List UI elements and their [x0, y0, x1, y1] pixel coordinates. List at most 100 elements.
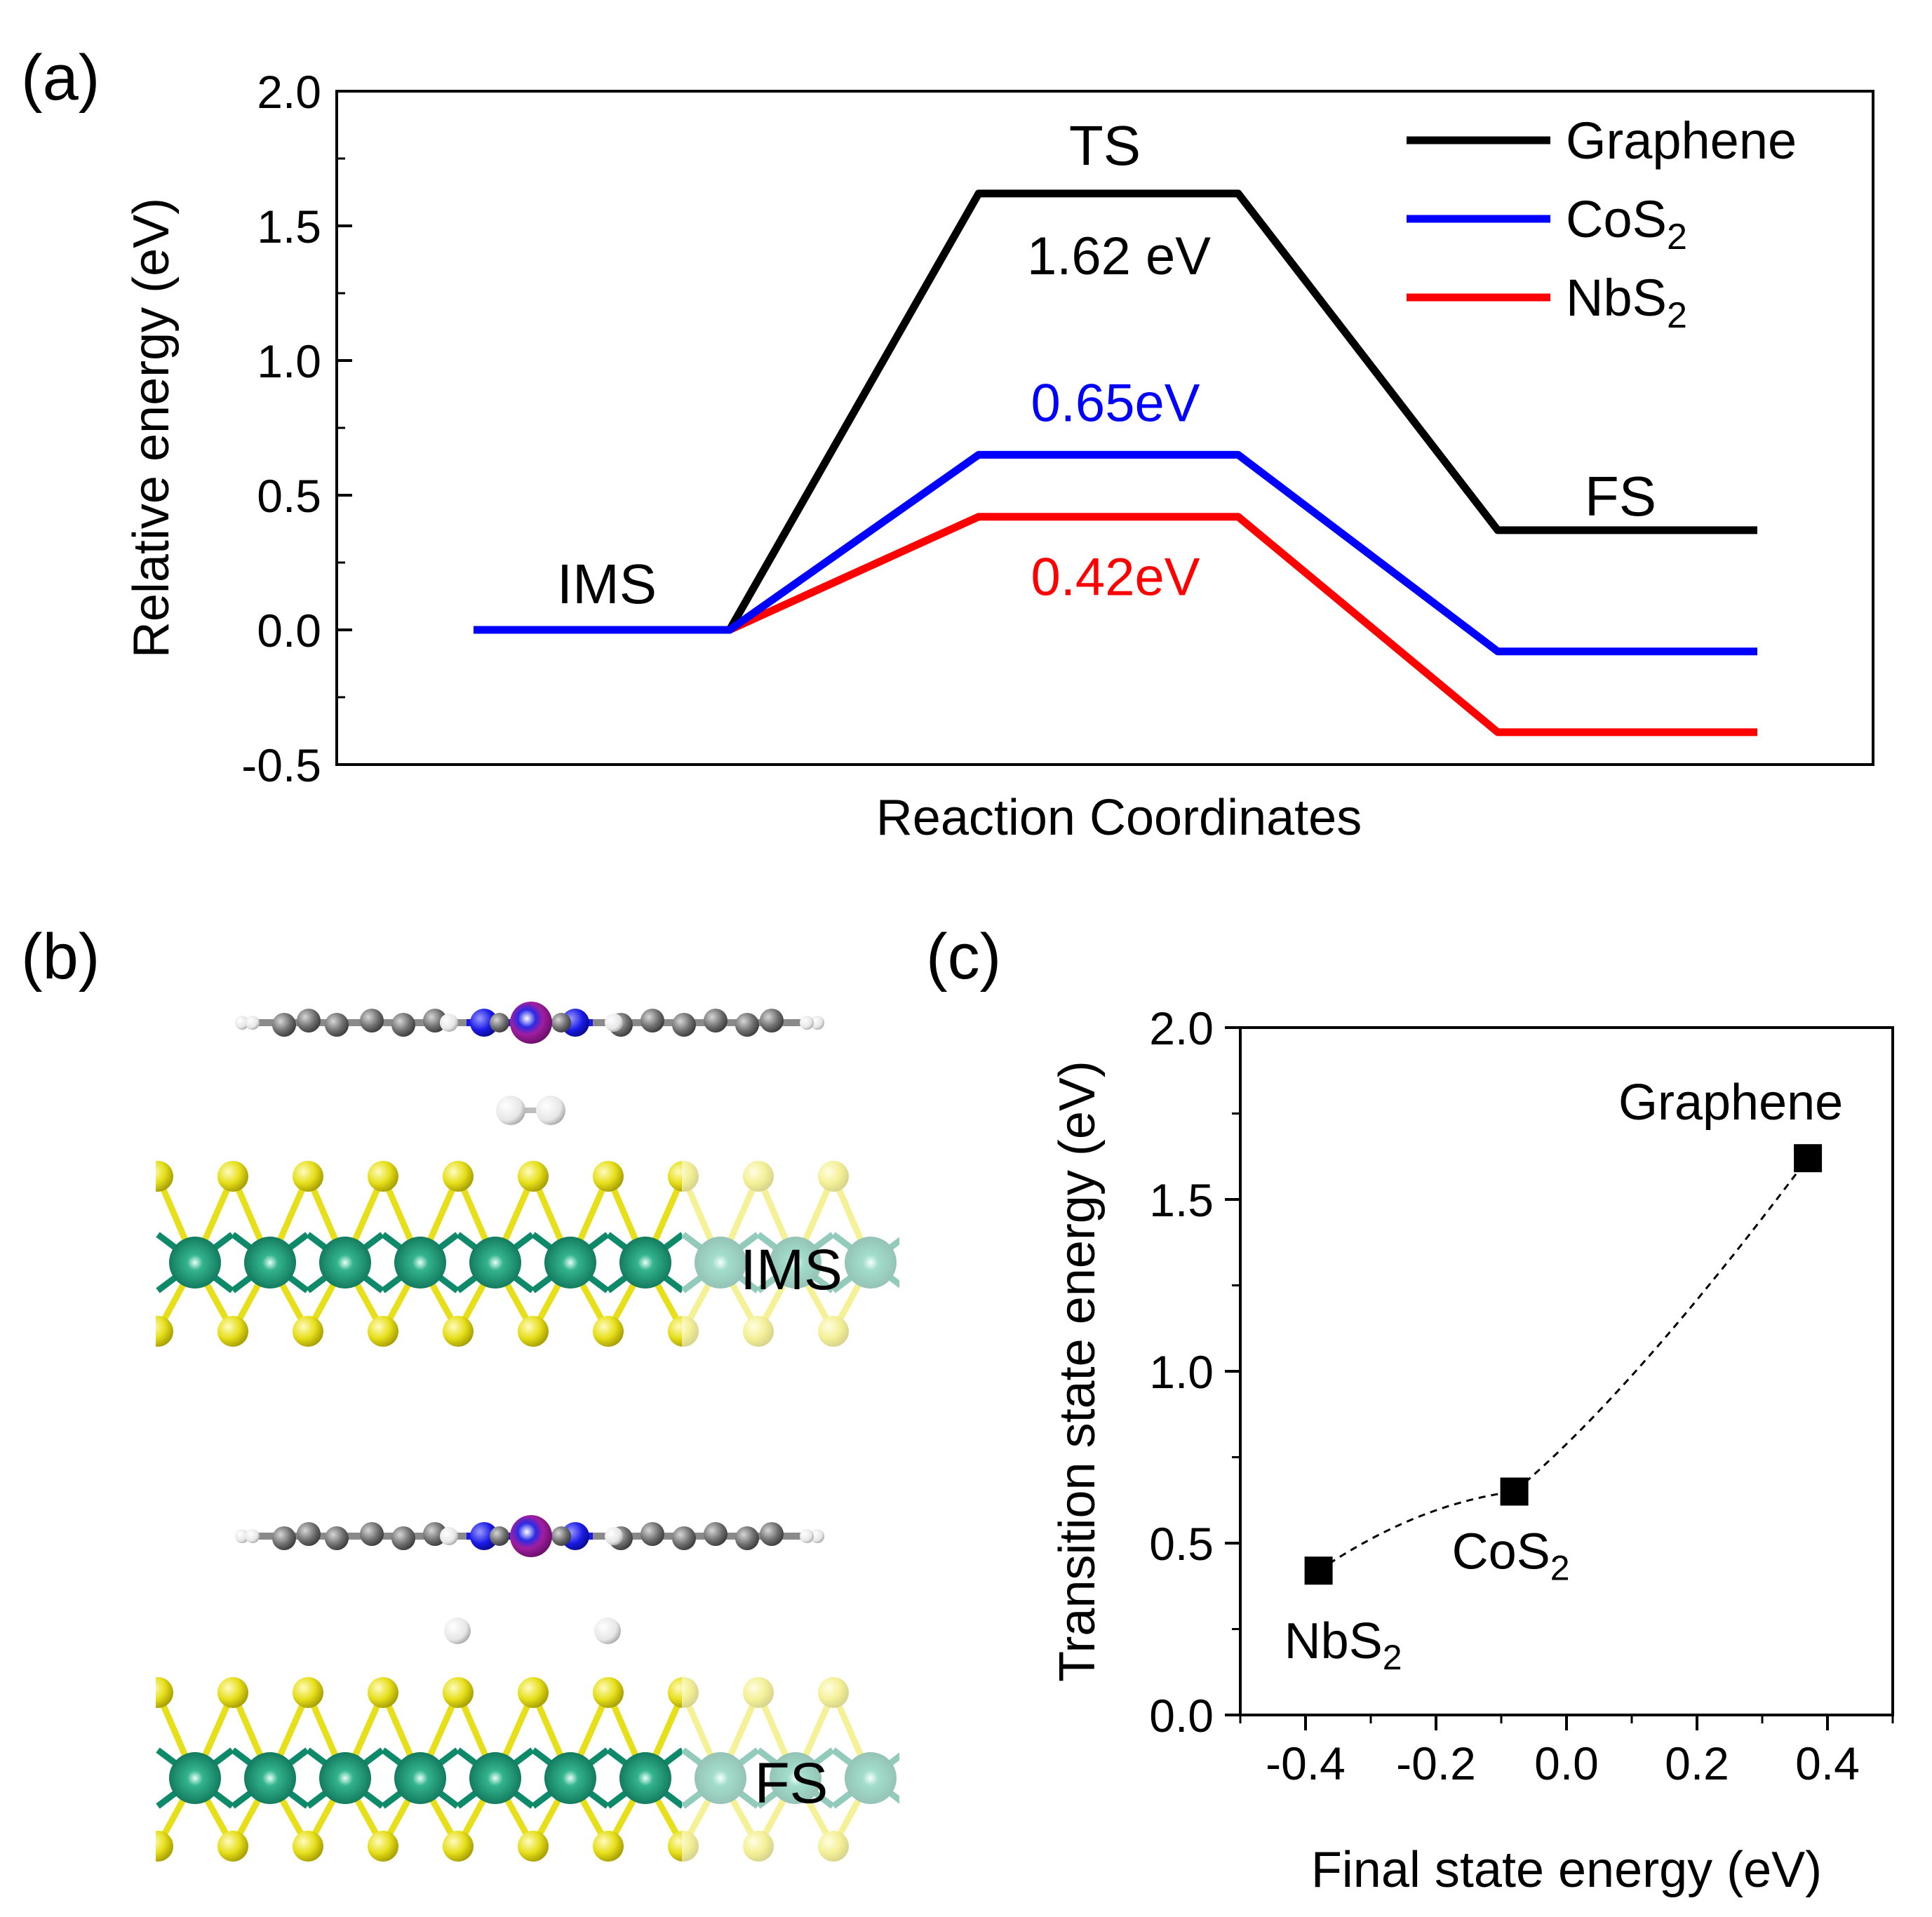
sulfur-atom	[368, 1161, 398, 1192]
y-tick-label-a: 1.5	[257, 201, 321, 253]
nitrogen-atom	[470, 1522, 498, 1550]
stage-label-ims: IMS	[557, 553, 657, 615]
ms2-slab	[156, 1666, 899, 1862]
carbon-atom	[272, 1526, 296, 1550]
sulfur-atom	[293, 1161, 323, 1192]
metal-atom	[619, 1752, 671, 1804]
carbon-atom	[640, 1522, 664, 1546]
metal-atom	[544, 1237, 596, 1289]
sulfur-atom	[293, 1316, 323, 1347]
legend-label-cos2: CoS2	[1566, 190, 1687, 257]
hydrogen-atom	[440, 1014, 458, 1032]
sulfur-atom	[443, 1831, 474, 1862]
x-tick-label-c: 0.2	[1665, 1737, 1729, 1789]
carbon-atom	[325, 1013, 349, 1037]
metal-atom	[544, 1752, 596, 1804]
hydrogen-atom	[496, 1096, 525, 1125]
carbon-atom	[297, 1522, 321, 1546]
carbon-atom	[760, 1009, 784, 1033]
point-labels: NbS2 CoS2 Graphene	[1284, 1075, 1844, 1677]
metal-atom	[619, 1237, 671, 1289]
axes-c: -0.4 -0.2 0.0 0.2 0.4 0.0 0.5 1.0 1.5 2.0	[1149, 1002, 1894, 1789]
hydrogen-atom	[235, 1016, 249, 1030]
sulfur-atom	[518, 1161, 549, 1192]
sulfur-atom	[443, 1677, 474, 1708]
y-axis-label-a: Relative energy (eV)	[123, 198, 180, 658]
barrier-labels: 1.62 eV 0.65eV 0.42eV	[1027, 227, 1211, 607]
carbon-atom	[325, 1526, 349, 1550]
carbon-atom	[360, 1522, 384, 1546]
barrier-label-cos2: 0.65eV	[1031, 373, 1200, 433]
sulfur-atom	[217, 1316, 248, 1347]
x-tick-label-c: -0.2	[1396, 1737, 1476, 1789]
metal-atom	[469, 1237, 521, 1289]
atomic-structures	[156, 1002, 899, 1862]
metal-atom	[244, 1752, 296, 1804]
hydrogen-atom	[810, 1529, 824, 1543]
barrier-label-nbs2: 0.42eV	[1031, 548, 1200, 607]
metal-atom	[169, 1237, 221, 1289]
x-axis-label-a: Reaction Coordinates	[876, 790, 1362, 846]
y-tick-label-a: 2.0	[257, 66, 321, 118]
stage-label-fs: FS	[1585, 465, 1656, 527]
structure-panel: IMS FS	[156, 1002, 899, 1862]
y-tick-label-c: 0.0	[1149, 1690, 1214, 1742]
sulfur-atom	[156, 1831, 173, 1862]
hydrogen-atom	[800, 1529, 814, 1543]
hydrogen-atom	[800, 1016, 814, 1030]
panel-label-b: (b)	[21, 921, 100, 993]
hydrogen-atom	[605, 1527, 623, 1545]
y-tick-label-a: 0.5	[257, 470, 321, 522]
y-tick-label-c: 1.5	[1149, 1174, 1214, 1226]
carbon-atom	[704, 1522, 727, 1546]
sulfur-atom	[593, 1831, 624, 1862]
panel-label-c: (c)	[926, 921, 1001, 993]
series-line-cos2	[474, 450, 1757, 656]
hydrogen-atom	[444, 1617, 471, 1644]
hydrogen-atom	[810, 1016, 824, 1030]
metal-atom	[169, 1752, 221, 1804]
sulfur-atom	[156, 1161, 173, 1192]
sulfur-atom	[217, 1677, 248, 1708]
sulfur-atom	[518, 1316, 549, 1347]
h2-molecule	[496, 1096, 565, 1125]
sulfur-atom	[443, 1316, 474, 1347]
ms2-slab	[156, 1150, 899, 1347]
legend-label-graphene: Graphene	[1566, 112, 1797, 170]
y-tick-label-a: 1.0	[257, 335, 321, 387]
data-points	[1304, 1144, 1823, 1585]
hydrogen-atom	[605, 1014, 623, 1032]
sulfur-atom	[368, 1316, 398, 1347]
point-label-nbs2: NbS2	[1284, 1613, 1402, 1677]
sulfur-atom	[518, 1677, 549, 1708]
metal-atom	[244, 1237, 296, 1289]
sulfur-atom	[593, 1161, 624, 1192]
carbon-atom	[672, 1526, 696, 1550]
y-tick-label-c: 1.0	[1149, 1346, 1214, 1398]
trend-line-path	[1317, 1157, 1809, 1572]
carbon-atom	[391, 1526, 415, 1550]
legend-a: Graphene CoS2 NbS2	[1407, 112, 1797, 336]
fade-overlay	[682, 1666, 899, 1862]
barrier-label-graphene: 1.62 eV	[1027, 227, 1211, 286]
y-tick-label-a: 0.0	[257, 605, 321, 657]
y-tick-label-c: 2.0	[1149, 1002, 1214, 1054]
carbon-atom	[640, 1009, 664, 1033]
sulfur-atom	[443, 1161, 474, 1192]
hydrogen-atom	[246, 1016, 260, 1030]
carbon-atom	[735, 1526, 759, 1550]
carbon-atom	[760, 1522, 784, 1546]
structure-label-ims: IMS	[740, 1238, 843, 1302]
sulfur-atom	[217, 1161, 248, 1192]
y-tick-label-c: 0.5	[1149, 1518, 1214, 1570]
nitrogen-atom	[561, 1009, 589, 1037]
sulfur-atom	[156, 1677, 173, 1708]
scatter-chart: -0.4 -0.2 0.0 0.2 0.4 0.0 0.5 1.0 1.5 2.0 Transit…	[1049, 1002, 1894, 1898]
carbon-atom	[551, 1526, 571, 1546]
porphyrin-molecule	[235, 1002, 824, 1044]
stage-label-ts: TS	[1069, 114, 1141, 177]
y-axis-label-c: Transition state energy (eV)	[1049, 1061, 1106, 1682]
trend-line	[1317, 1157, 1809, 1572]
sulfur-atom	[217, 1831, 248, 1862]
